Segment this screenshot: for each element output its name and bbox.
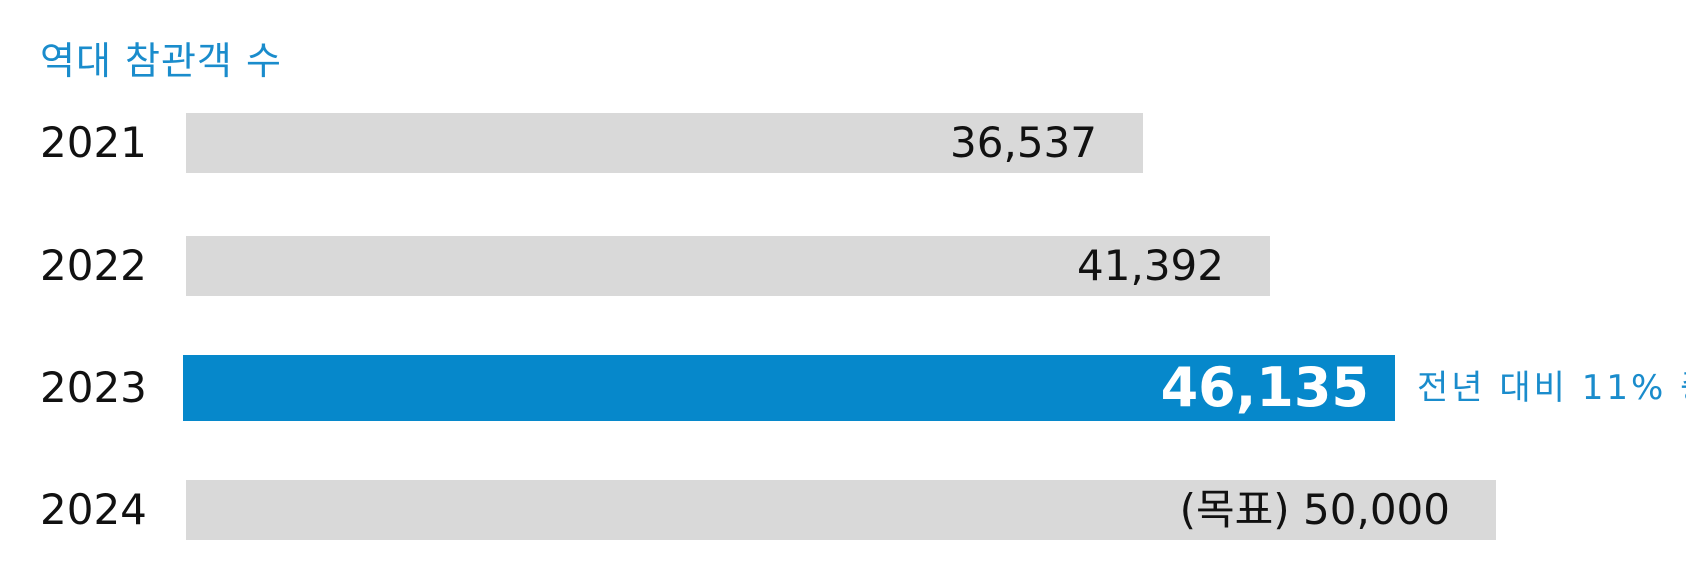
bar-2022: 41,392 — [186, 236, 1270, 296]
category-label-2021: 2021 — [40, 118, 147, 167]
value-label-2022: 41,392 — [1077, 241, 1224, 290]
value-label-2021: 36,537 — [950, 118, 1097, 167]
bar-2023: 46,135 — [183, 355, 1395, 421]
growth-annotation: 전년 대비 11% 증가 — [1417, 368, 1686, 408]
bar-2024: (목표) 50,000 — [186, 480, 1496, 540]
value-label-2024: (목표) 50,000 — [1179, 485, 1450, 534]
bar-2021: 36,537 — [186, 113, 1143, 173]
value-label-2023: 46,135 — [1160, 356, 1369, 419]
chart-title: 역대 참관객 수 — [40, 39, 282, 83]
category-label-2024: 2024 — [40, 485, 147, 534]
category-label-2023: 2023 — [40, 363, 147, 412]
category-label-2022: 2022 — [40, 241, 147, 290]
